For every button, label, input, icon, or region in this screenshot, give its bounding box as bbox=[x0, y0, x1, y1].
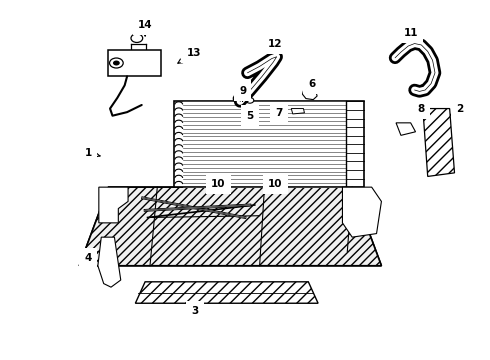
Polygon shape bbox=[291, 109, 304, 114]
Circle shape bbox=[110, 58, 123, 68]
Polygon shape bbox=[343, 187, 381, 237]
Text: 1: 1 bbox=[84, 148, 100, 158]
Circle shape bbox=[246, 98, 254, 103]
Polygon shape bbox=[108, 50, 161, 76]
Circle shape bbox=[113, 60, 120, 66]
Text: 11: 11 bbox=[403, 28, 418, 38]
Polygon shape bbox=[423, 109, 455, 176]
Text: 2: 2 bbox=[450, 104, 463, 115]
Text: 10: 10 bbox=[268, 179, 282, 189]
Polygon shape bbox=[396, 123, 416, 135]
Polygon shape bbox=[79, 187, 381, 266]
Text: 9: 9 bbox=[239, 86, 246, 101]
Circle shape bbox=[233, 94, 247, 104]
Polygon shape bbox=[174, 102, 365, 187]
Text: 10: 10 bbox=[211, 179, 225, 189]
Text: 6: 6 bbox=[309, 79, 316, 89]
Text: 3: 3 bbox=[192, 306, 199, 316]
Text: 4: 4 bbox=[84, 252, 98, 263]
Polygon shape bbox=[302, 91, 317, 100]
Polygon shape bbox=[135, 282, 318, 303]
Text: 8: 8 bbox=[418, 104, 425, 113]
Polygon shape bbox=[79, 187, 381, 266]
Text: 13: 13 bbox=[178, 48, 201, 63]
Circle shape bbox=[237, 96, 243, 101]
Polygon shape bbox=[99, 187, 128, 223]
Text: 5: 5 bbox=[246, 111, 253, 121]
Text: 12: 12 bbox=[268, 39, 282, 50]
Polygon shape bbox=[98, 237, 121, 287]
Text: 14: 14 bbox=[138, 19, 152, 36]
Circle shape bbox=[131, 34, 143, 42]
Text: 7: 7 bbox=[275, 108, 283, 118]
